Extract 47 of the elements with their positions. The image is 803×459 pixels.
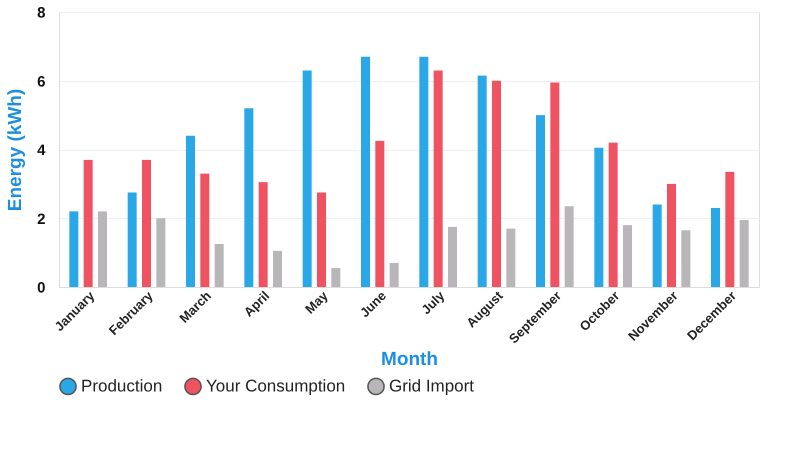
y-tick-label: 2 — [37, 210, 46, 228]
bar — [564, 206, 574, 287]
bar — [419, 56, 428, 287]
bar — [84, 160, 93, 287]
bar — [652, 204, 662, 287]
bar — [186, 136, 196, 287]
bar — [200, 174, 210, 287]
bar — [536, 115, 546, 287]
bar — [667, 184, 676, 287]
bar — [272, 250, 282, 287]
bar — [448, 226, 457, 287]
bar — [156, 218, 166, 287]
bar — [492, 80, 501, 287]
x-tick-label: May — [302, 288, 332, 317]
y-tick-label: 4 — [37, 142, 46, 159]
bar — [331, 268, 340, 287]
bar — [711, 208, 720, 287]
legend-label: Grid Import — [389, 376, 474, 396]
bar — [258, 182, 268, 287]
bar — [317, 192, 326, 287]
legend-label: Production — [81, 376, 162, 396]
y-axis-title: Energy (kWh) — [5, 88, 26, 212]
bar — [594, 148, 604, 287]
bar — [69, 211, 78, 287]
legend-label: Your Consumption — [206, 376, 346, 396]
x-axis-title: Month — [381, 349, 438, 370]
bar — [681, 230, 690, 287]
bar — [375, 140, 384, 287]
bar — [302, 70, 312, 287]
bar — [550, 82, 560, 287]
y-tick-label: 0 — [37, 280, 46, 296]
bar — [740, 220, 749, 287]
bar — [98, 211, 107, 287]
bar — [608, 142, 618, 287]
bar — [128, 192, 137, 287]
bar — [244, 108, 254, 287]
bar — [506, 228, 516, 287]
bar — [434, 70, 443, 287]
bar — [622, 225, 632, 287]
bar — [478, 76, 487, 287]
y-tick-label: 8 — [37, 4, 46, 22]
bar — [390, 262, 399, 287]
bar — [361, 56, 370, 287]
bar — [142, 160, 151, 287]
bar — [214, 244, 224, 287]
y-tick-label: 6 — [37, 73, 46, 90]
bar — [725, 172, 734, 287]
